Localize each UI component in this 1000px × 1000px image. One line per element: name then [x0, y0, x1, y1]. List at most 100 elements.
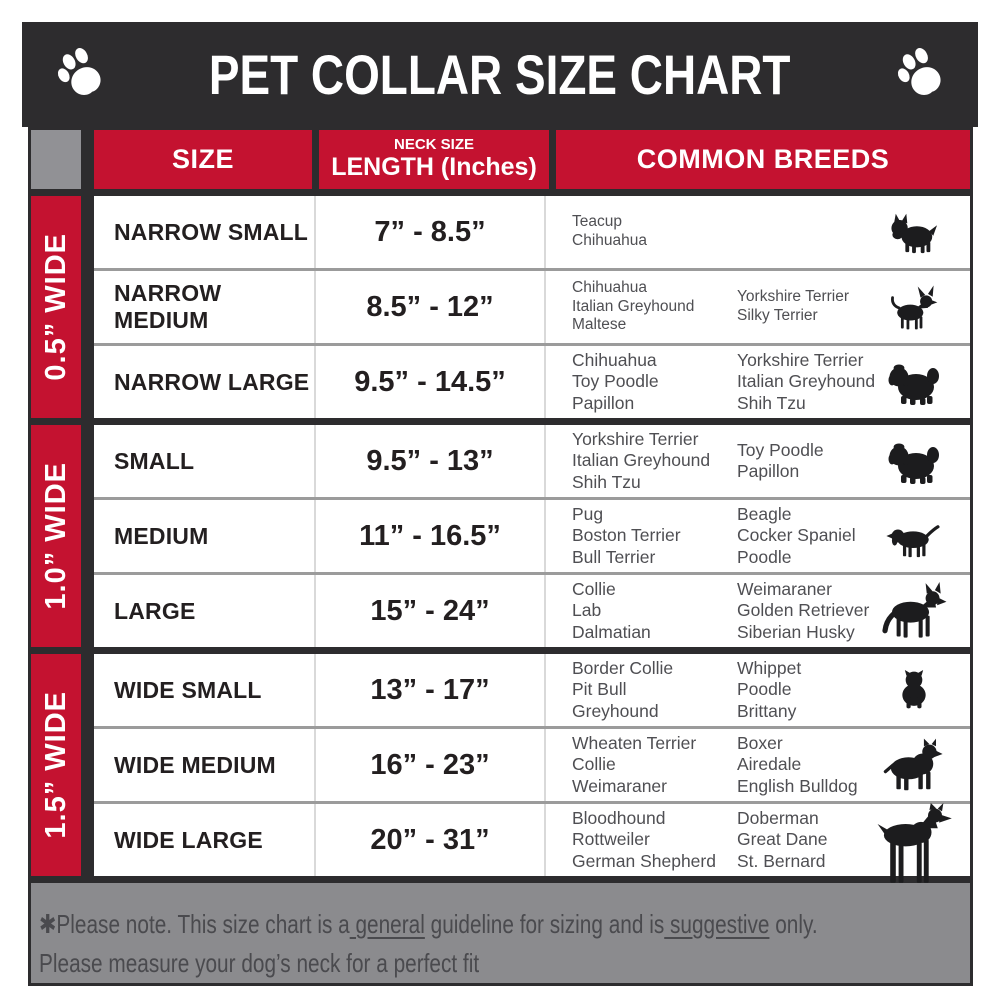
table-row: MEDIUM 11” - 16.5” Pug Boston Terrier Bull… [94, 497, 970, 572]
neck-size-value: 13” - 17” [314, 654, 544, 726]
breed-name: Chihuahua [572, 278, 647, 296]
breed-name: Maltese [572, 316, 627, 334]
german-shepherd-icon [864, 582, 964, 640]
size-label: SMALL [114, 447, 195, 474]
neck-size-value: 9.5” - 14.5” [314, 346, 544, 418]
breeds-column-2: Toy Poodle Papillon [737, 440, 970, 483]
breeds-column-1: Collie Lab Dalmatian [572, 579, 737, 643]
breed-name: Collie [572, 754, 616, 775]
breeds-column-1: Border Collie Pit Bull Greyhound [572, 658, 737, 722]
breed-name: Airedale [737, 754, 802, 775]
breed-name: German Shepherd [572, 850, 716, 871]
size-label: MEDIUM [114, 522, 209, 549]
table-row: NARROW LARGE 9.5” - 14.5” Chihuahua Toy P… [94, 343, 970, 418]
footer-note-line1: ✱Please note. This size chart is a gener… [39, 905, 818, 944]
neck-size-main-label: LENGTH (Inches) [331, 153, 537, 182]
breed-name: Great Dane [737, 829, 828, 850]
beagle-icon [864, 513, 964, 559]
footer-note-part: only. [769, 909, 818, 939]
column-header-neck-size: NECK SIZE LENGTH (Inches) [319, 130, 549, 189]
breeds-column-1: Bloodhound Rottweiler German Shepherd [572, 808, 737, 872]
size-label: WIDE LARGE [114, 826, 263, 853]
breed-name: Poodle [737, 679, 792, 700]
breeds-column-2: Beagle Cocker Spaniel Poodle [737, 504, 970, 568]
width-group-rows: SMALL 9.5” - 13” Yorkshire Terrier Italia… [94, 425, 970, 647]
shih-tzu-icon [864, 356, 964, 408]
breed-name: Rottweiler [572, 829, 650, 850]
breed-name: Dalmatian [572, 621, 651, 642]
breeds-cell: Wheaten Terrier Collie Weimaraner Boxer Air… [544, 729, 970, 801]
breeds-column-1: Chihuahua Toy Poodle Papillon [572, 350, 737, 414]
breed-name: Doberman [737, 807, 819, 828]
width-group-bar: 1.0” WIDE [31, 425, 81, 647]
table-row: WIDE LARGE 20” - 31” Bloodhound Rottweile… [94, 801, 970, 883]
table-row: LARGE 15” - 24” Collie Lab Dalmatian Weima… [94, 572, 970, 647]
breed-name: St. Bernard [737, 850, 826, 871]
shih-tzu-icon [864, 435, 964, 487]
width-group-label: 1.0” WIDE [39, 462, 72, 610]
breed-name: Pug [572, 503, 604, 524]
breed-name: Weimaraner [572, 775, 667, 796]
breed-name: Shih Tzu [572, 471, 641, 492]
breeds-column-2: Whippet Poodle Brittany [737, 658, 970, 722]
breeds-column-2: Yorkshire Terrier Italian Greyhound Shih T… [737, 350, 970, 414]
breeds-column-1: Pug Boston Terrier Bull Terrier [572, 504, 737, 568]
breed-name: Shih Tzu [737, 392, 806, 413]
breeds-column-1: Yorkshire Terrier Italian Greyhound Shih T… [572, 429, 737, 493]
column-header-common-breeds: COMMON BREEDS [556, 130, 970, 189]
breed-name: Boston Terrier [572, 525, 681, 546]
breed-name: Teacup [572, 213, 622, 231]
size-label: NARROW LARGE [114, 368, 310, 395]
breed-name: Lab [572, 600, 602, 621]
breed-name: Wheaten Terrier [572, 732, 697, 753]
size-label: WIDE MEDIUM [114, 751, 276, 778]
breed-name: Pit Bull [572, 679, 627, 700]
table-row: WIDE SMALL 13” - 17” Border Collie Pit Bu… [94, 654, 970, 726]
neck-size-value: 9.5” - 13” [314, 425, 544, 497]
breed-name: Poodle [737, 546, 792, 567]
page-title: PET COLLAR SIZE CHART [209, 43, 791, 106]
breed-name: Yorkshire Terrier [572, 428, 699, 449]
breed-name: Toy Poodle [572, 371, 659, 392]
table-row: NARROW SMALL 7” - 8.5” Teacup Chihuahua [94, 196, 970, 268]
breed-name: Golden Retriever [737, 600, 870, 621]
bulldog-icon [864, 662, 964, 718]
breeds-cell: Chihuahua Toy Poodle Papillon Yorkshire Te… [544, 346, 970, 418]
footer-note: ✱Please note. This size chart is a gener… [31, 883, 970, 983]
breed-name: Beagle [737, 503, 792, 524]
yorkie-icon [864, 208, 964, 256]
breed-name: Border Collie [572, 657, 674, 678]
breeds-cell: Collie Lab Dalmatian Weimaraner Golden Retr… [544, 575, 970, 647]
size-label: LARGE [114, 597, 196, 624]
footer-note-line2: Please measure your dog’s neck for a per… [39, 948, 480, 978]
neck-size-value: 7” - 8.5” [314, 196, 544, 268]
column-header-row: SIZE NECK SIZE LENGTH (Inches) COMMON BR… [31, 130, 970, 189]
footer-note-part: guideline for sizing and is [424, 909, 665, 939]
pit-bull-icon [864, 735, 964, 795]
width-group-rows: WIDE SMALL 13” - 17” Border Collie Pit Bu… [94, 654, 970, 883]
footer-note-part: ✱Please note. This size chart is a [39, 909, 350, 939]
breed-name: Papillon [737, 461, 800, 481]
breeds-column-2: Weimaraner Golden Retriever Siberian Husky [737, 579, 970, 643]
breeds-cell: Chihuahua Italian Greyhound Maltese Yorksh… [544, 271, 970, 343]
breed-name: Whippet [737, 657, 802, 678]
chihuahua-icon [864, 281, 964, 333]
breed-name: Bull Terrier [572, 546, 656, 567]
paw-icon [54, 46, 106, 103]
breed-name: Bloodhound [572, 807, 666, 828]
width-group: 0.5” WIDE NARROW SMALL 7” - 8.5” Teacup C… [31, 196, 970, 418]
breed-name: Weimaraner [737, 578, 832, 599]
size-label: WIDE SMALL [114, 676, 262, 703]
footer-note-part: general [349, 909, 425, 939]
breeds-cell: Teacup Chihuahua [544, 196, 970, 268]
breed-name: Yorkshire Terrier [737, 349, 864, 370]
breed-name: Cocker Spaniel [737, 525, 856, 546]
corner-cell [31, 130, 81, 189]
breed-name: Italian Greyhound [737, 371, 876, 392]
width-group: 1.0” WIDE SMALL 9.5” - 13” Yorkshire Ter… [31, 425, 970, 647]
breed-name: English Bulldog [737, 775, 858, 796]
neck-size-value: 8.5” - 12” [314, 271, 544, 343]
breeds-cell: Bloodhound Rottweiler German Shepherd Dobe… [544, 803, 970, 883]
neck-size-sublabel: NECK SIZE [393, 135, 474, 153]
title-bar: PET COLLAR SIZE CHART [22, 22, 978, 127]
